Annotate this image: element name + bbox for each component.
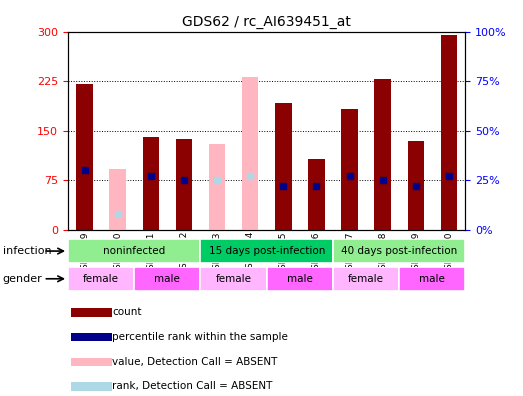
Text: gender: gender (3, 274, 42, 284)
FancyBboxPatch shape (267, 267, 333, 291)
Bar (142, 137, 159, 230)
FancyBboxPatch shape (200, 267, 267, 291)
Bar (341, 109, 358, 230)
Text: male: male (154, 274, 180, 284)
FancyBboxPatch shape (71, 358, 112, 366)
Bar (176, 139, 192, 230)
FancyBboxPatch shape (71, 382, 112, 391)
Bar (407, 141, 424, 230)
FancyBboxPatch shape (200, 239, 333, 263)
Bar (308, 159, 325, 230)
Text: male: male (419, 274, 445, 284)
Text: 40 days post-infection: 40 days post-infection (341, 246, 457, 256)
FancyBboxPatch shape (399, 267, 465, 291)
Bar (242, 76, 258, 230)
FancyBboxPatch shape (71, 333, 112, 341)
Text: rank, Detection Call = ABSENT: rank, Detection Call = ABSENT (112, 381, 272, 392)
Text: percentile rank within the sample: percentile rank within the sample (112, 332, 288, 342)
Text: value, Detection Call = ABSENT: value, Detection Call = ABSENT (112, 357, 278, 367)
Bar (209, 144, 225, 230)
Text: female: female (348, 274, 384, 284)
FancyBboxPatch shape (134, 267, 200, 291)
Text: count: count (112, 307, 142, 317)
Text: female: female (215, 274, 252, 284)
Bar (275, 103, 292, 230)
FancyBboxPatch shape (68, 239, 200, 263)
Bar (440, 35, 457, 230)
Text: noninfected: noninfected (103, 246, 165, 256)
Text: male: male (287, 274, 313, 284)
Bar (76, 84, 93, 230)
Title: GDS62 / rc_AI639451_at: GDS62 / rc_AI639451_at (183, 15, 351, 29)
Text: infection: infection (3, 246, 51, 256)
Bar (374, 79, 391, 230)
Bar (109, 169, 126, 230)
Text: female: female (83, 274, 119, 284)
FancyBboxPatch shape (68, 267, 134, 291)
FancyBboxPatch shape (333, 239, 465, 263)
FancyBboxPatch shape (71, 308, 112, 317)
FancyBboxPatch shape (333, 267, 399, 291)
Text: 15 days post-infection: 15 days post-infection (209, 246, 325, 256)
